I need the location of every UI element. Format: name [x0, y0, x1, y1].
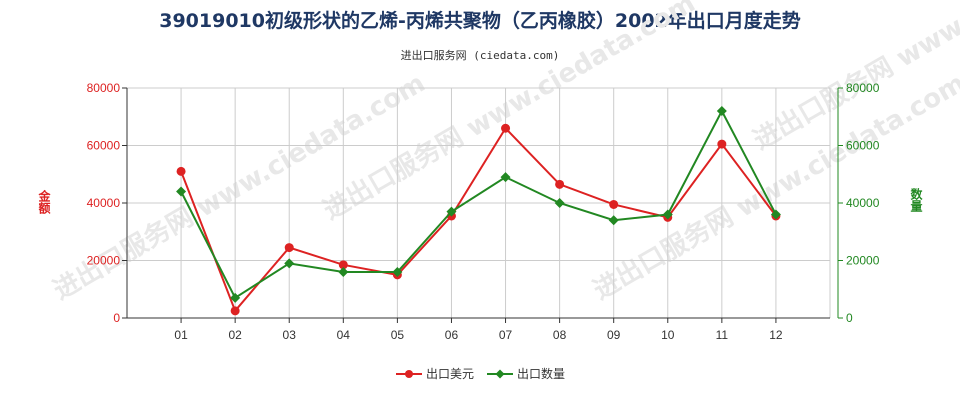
- y-axis-label-right: 数量: [909, 188, 923, 212]
- data-point-qty: [608, 215, 619, 226]
- data-point-qty: [770, 209, 781, 220]
- axes-layer: 0 20000 40000 60000 80000 0 20000 40000 60000 800…: [87, 81, 880, 342]
- data-point-qty: [392, 267, 403, 277]
- data-point-usd: [609, 199, 619, 209]
- y-tick-label-left: 20000: [87, 254, 121, 268]
- data-point-qty: [500, 172, 511, 183]
- y-tick-label-right: 80000: [846, 81, 880, 95]
- data-point-usd: [717, 139, 727, 149]
- y-tick-label-right: 0: [846, 311, 853, 325]
- legend-marker-qty: [495, 369, 505, 379]
- data-point-usd: [555, 179, 565, 189]
- data-point-qty: [662, 209, 673, 220]
- x-tick-label: 12: [769, 328, 783, 342]
- x-tick-label: 01: [174, 328, 188, 342]
- y-tick-label-right: 20000: [846, 254, 880, 268]
- x-tick-label: 04: [337, 328, 351, 342]
- series-layer: [176, 106, 781, 316]
- y-tick-label-left: 60000: [87, 139, 121, 153]
- x-tick-label: 10: [661, 328, 675, 342]
- watermark-text: 进出口服务网 www.ciedata.com: [589, 68, 960, 306]
- data-point-qty: [230, 292, 241, 303]
- x-tick-label: 06: [445, 328, 459, 342]
- data-point-usd: [501, 123, 511, 133]
- series-line-2: [180, 108, 777, 300]
- legend-marker-usd: [405, 370, 413, 378]
- x-tick-label: 05: [391, 328, 405, 342]
- data-point-usd: [176, 166, 186, 176]
- data-point-usd: [338, 260, 348, 270]
- y-axis-label-left: 金额: [37, 190, 51, 214]
- data-point-usd: [230, 306, 240, 316]
- legend: 出口美元 出口数量: [396, 366, 565, 381]
- x-tick-label: 11: [716, 328, 729, 342]
- chart-title: 39019010初级形状的乙烯-丙烯共聚物（乙丙橡胶）2002年出口月度走势: [159, 10, 801, 32]
- chart-subtitle: 进出口服务网 (ciedata.com): [400, 49, 560, 62]
- y-tick-label-right: 40000: [846, 196, 880, 210]
- data-point-qty: [176, 186, 187, 197]
- legend-label-1: 出口美元: [426, 367, 474, 381]
- x-tick-label: 09: [607, 328, 621, 342]
- data-point-qty: [446, 206, 457, 217]
- y-tick-label-left: 80000: [87, 81, 121, 95]
- data-point-qty: [554, 198, 565, 208]
- y-tick-label-left: 40000: [87, 196, 121, 210]
- data-point-qty: [338, 267, 349, 277]
- series-line-1: [180, 126, 777, 313]
- y-tick-label-left: 0: [113, 311, 120, 325]
- data-point-qty: [716, 106, 727, 116]
- data-point-usd: [284, 243, 294, 253]
- y-tick-label-right: 60000: [846, 139, 880, 153]
- x-tick-label: 03: [283, 328, 297, 342]
- data-point-qty: [284, 258, 295, 269]
- x-tick-label: 07: [499, 328, 513, 342]
- legend-label-2: 出口数量: [517, 366, 565, 381]
- x-tick-label: 08: [553, 328, 567, 342]
- x-tick-label: 02: [228, 328, 242, 342]
